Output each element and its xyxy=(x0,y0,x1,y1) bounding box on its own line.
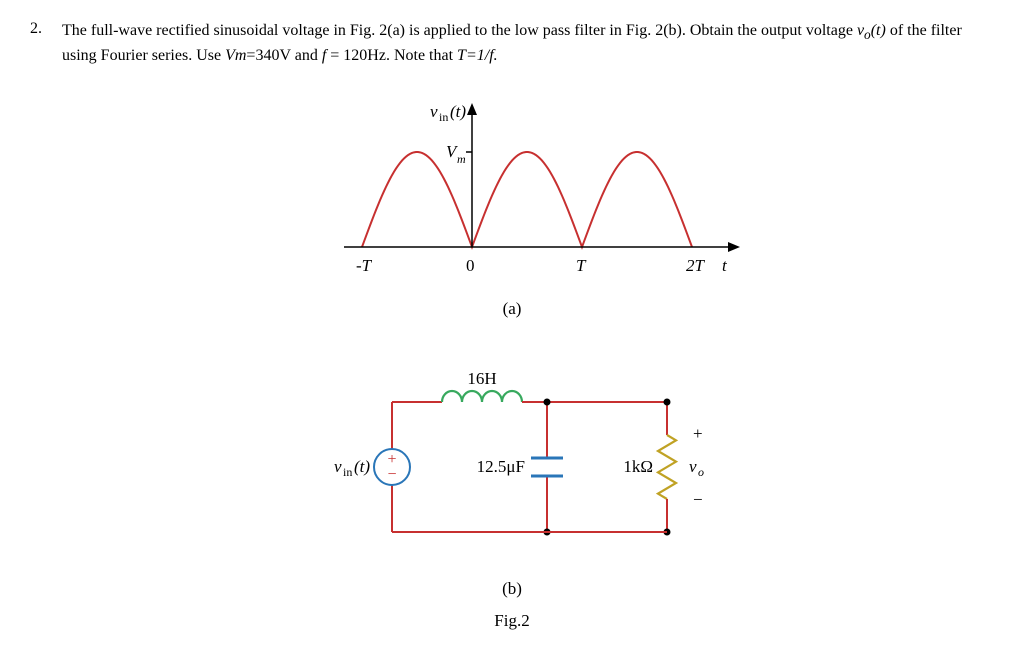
figure-container: vin(t)Vm-T0T2Tt (a) +−vin(t)16H12.5μF1kΩ… xyxy=(30,97,994,631)
svg-text:t: t xyxy=(722,256,728,275)
f-eq: = 120Hz. Note that xyxy=(326,47,457,64)
svg-text:v: v xyxy=(334,457,342,476)
problem-block: 2. The full-wave rectified sinusoidal vo… xyxy=(30,20,994,67)
svg-text:(t): (t) xyxy=(354,457,370,476)
svg-text:v: v xyxy=(689,457,697,476)
svg-text:+: + xyxy=(693,424,703,443)
vm-eq: =340V and xyxy=(246,47,321,64)
svg-text:in: in xyxy=(343,465,352,479)
svg-text:16H: 16H xyxy=(467,369,496,388)
svg-text:m: m xyxy=(457,152,466,166)
svg-text:T: T xyxy=(576,256,587,275)
vm: Vm xyxy=(225,47,246,64)
caption-a: (a) xyxy=(503,299,522,319)
figure-b: +−vin(t)16H12.5μF1kΩ+−vo xyxy=(297,347,727,567)
svg-text:v: v xyxy=(430,102,438,121)
svg-text:12.5μF: 12.5μF xyxy=(477,457,525,476)
caption-b: (b) xyxy=(502,579,522,599)
svg-text:in: in xyxy=(439,110,448,124)
t-eq: T=1/f. xyxy=(457,47,498,64)
svg-text:-T: -T xyxy=(356,256,373,275)
svg-text:−: − xyxy=(693,490,703,509)
svg-text:−: − xyxy=(387,466,396,483)
svg-text:0: 0 xyxy=(466,256,475,275)
v-o: v xyxy=(857,22,864,39)
v-o-arg: (t) xyxy=(871,22,886,39)
problem-number: 2. xyxy=(30,20,50,38)
svg-text:(t): (t) xyxy=(450,102,466,121)
v-o-sub: o xyxy=(864,27,871,42)
fig-label: Fig.2 xyxy=(494,611,529,631)
figure-a: vin(t)Vm-T0T2Tt xyxy=(262,97,762,287)
svg-text:1kΩ: 1kΩ xyxy=(623,457,653,476)
svg-text:2T: 2T xyxy=(686,256,706,275)
text-p1: The full-wave rectified sinusoidal volta… xyxy=(62,22,857,39)
svg-text:o: o xyxy=(698,465,704,479)
problem-text: The full-wave rectified sinusoidal volta… xyxy=(62,20,994,67)
